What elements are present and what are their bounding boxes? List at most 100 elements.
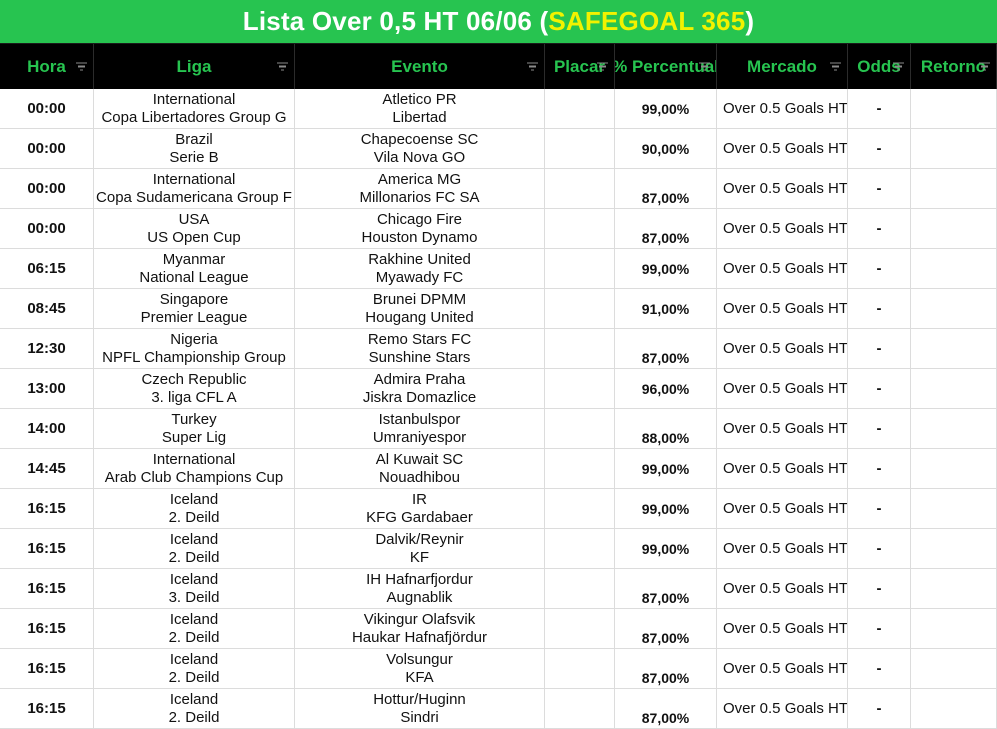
column-header-liga[interactable]: Liga <box>94 44 295 89</box>
cell-hora[interactable]: 16:15 <box>0 529 94 568</box>
cell-percentual[interactable]: 99,00% <box>615 249 717 288</box>
cell-hora[interactable]: 16:15 <box>0 489 94 528</box>
cell-mercado[interactable]: Over 0.5 Goals HT <box>717 209 848 248</box>
cell-liga[interactable]: International Arab Club Champions Cup <box>94 449 295 488</box>
cell-placar[interactable] <box>545 529 615 568</box>
filter-icon[interactable] <box>597 62 608 71</box>
cell-evento[interactable]: Admira Praha Jiskra Domazlice <box>295 369 545 408</box>
cell-percentual[interactable]: 91,00% <box>615 289 717 328</box>
cell-percentual[interactable]: 87,00% <box>615 649 717 688</box>
cell-mercado[interactable]: Over 0.5 Goals HT <box>717 529 848 568</box>
cell-mercado[interactable]: Over 0.5 Goals HT <box>717 289 848 328</box>
cell-mercado[interactable]: Over 0.5 Goals HT <box>717 489 848 528</box>
cell-liga[interactable]: Singapore Premier League <box>94 289 295 328</box>
cell-placar[interactable] <box>545 249 615 288</box>
column-header-evento[interactable]: Evento <box>295 44 545 89</box>
cell-hora[interactable]: 13:00 <box>0 369 94 408</box>
cell-odds[interactable]: - <box>848 369 911 408</box>
cell-retorno[interactable] <box>911 569 997 608</box>
cell-percentual[interactable]: 99,00% <box>615 529 717 568</box>
cell-retorno[interactable] <box>911 209 997 248</box>
cell-placar[interactable] <box>545 369 615 408</box>
filter-icon[interactable] <box>893 62 904 71</box>
cell-percentual[interactable]: 87,00% <box>615 689 717 728</box>
cell-odds[interactable]: - <box>848 169 911 208</box>
cell-hora[interactable]: 16:15 <box>0 569 94 608</box>
cell-retorno[interactable] <box>911 89 997 128</box>
cell-placar[interactable] <box>545 209 615 248</box>
cell-placar[interactable] <box>545 569 615 608</box>
cell-placar[interactable] <box>545 169 615 208</box>
cell-hora[interactable]: 00:00 <box>0 209 94 248</box>
cell-odds[interactable]: - <box>848 489 911 528</box>
cell-hora[interactable]: 00:00 <box>0 169 94 208</box>
column-header-placar[interactable]: Placar <box>545 44 615 89</box>
cell-evento[interactable]: Chapecoense SC Vila Nova GO <box>295 129 545 168</box>
cell-mercado[interactable]: Over 0.5 Goals HT <box>717 449 848 488</box>
cell-percentual[interactable]: 87,00% <box>615 609 717 648</box>
cell-hora[interactable]: 00:00 <box>0 129 94 168</box>
cell-retorno[interactable] <box>911 169 997 208</box>
cell-hora[interactable]: 16:15 <box>0 609 94 648</box>
cell-evento[interactable]: Istanbulspor Umraniyespor <box>295 409 545 448</box>
cell-mercado[interactable]: Over 0.5 Goals HT <box>717 369 848 408</box>
cell-retorno[interactable] <box>911 649 997 688</box>
cell-retorno[interactable] <box>911 289 997 328</box>
cell-odds[interactable]: - <box>848 529 911 568</box>
cell-hora[interactable]: 00:00 <box>0 89 94 128</box>
cell-evento[interactable]: Vikingur Olafsvik Haukar Hafnafjördur <box>295 609 545 648</box>
cell-placar[interactable] <box>545 689 615 728</box>
cell-evento[interactable]: Dalvik/Reynir KF <box>295 529 545 568</box>
cell-hora[interactable]: 12:30 <box>0 329 94 368</box>
cell-odds[interactable]: - <box>848 289 911 328</box>
cell-placar[interactable] <box>545 89 615 128</box>
cell-percentual[interactable]: 99,00% <box>615 449 717 488</box>
cell-placar[interactable] <box>545 489 615 528</box>
filter-icon[interactable] <box>527 62 538 71</box>
cell-placar[interactable] <box>545 129 615 168</box>
cell-hora[interactable]: 16:15 <box>0 649 94 688</box>
cell-liga[interactable]: USA US Open Cup <box>94 209 295 248</box>
cell-evento[interactable]: Atletico PR Libertad <box>295 89 545 128</box>
cell-evento[interactable]: Hottur/Huginn Sindri <box>295 689 545 728</box>
cell-retorno[interactable] <box>911 409 997 448</box>
cell-hora[interactable]: 14:45 <box>0 449 94 488</box>
cell-liga[interactable]: Brazil Serie B <box>94 129 295 168</box>
cell-evento[interactable]: Remo Stars FC Sunshine Stars <box>295 329 545 368</box>
cell-liga[interactable]: Iceland 3. Deild <box>94 569 295 608</box>
cell-hora[interactable]: 16:15 <box>0 689 94 728</box>
cell-odds[interactable]: - <box>848 249 911 288</box>
cell-mercado[interactable]: Over 0.5 Goals HT <box>717 649 848 688</box>
cell-retorno[interactable] <box>911 689 997 728</box>
cell-placar[interactable] <box>545 609 615 648</box>
cell-hora[interactable]: 08:45 <box>0 289 94 328</box>
column-header-retorno[interactable]: Retorno <box>911 44 997 89</box>
cell-percentual[interactable]: 99,00% <box>615 89 717 128</box>
cell-retorno[interactable] <box>911 489 997 528</box>
column-header-hora[interactable]: Hora <box>0 44 94 89</box>
cell-liga[interactable]: Nigeria NPFL Championship Group <box>94 329 295 368</box>
cell-placar[interactable] <box>545 649 615 688</box>
cell-mercado[interactable]: Over 0.5 Goals HT <box>717 129 848 168</box>
filter-icon[interactable] <box>979 62 990 71</box>
cell-odds[interactable]: - <box>848 449 911 488</box>
cell-retorno[interactable] <box>911 329 997 368</box>
cell-odds[interactable]: - <box>848 609 911 648</box>
cell-mercado[interactable]: Over 0.5 Goals HT <box>717 569 848 608</box>
cell-evento[interactable]: Al Kuwait SC Nouadhibou <box>295 449 545 488</box>
cell-mercado[interactable]: Over 0.5 Goals HT <box>717 409 848 448</box>
filter-icon[interactable] <box>76 62 87 71</box>
cell-evento[interactable]: Rakhine United Myawady FC <box>295 249 545 288</box>
filter-icon[interactable] <box>699 62 710 71</box>
column-header-mercado[interactable]: Mercado <box>717 44 848 89</box>
cell-liga[interactable]: International Copa Sudamericana Group F <box>94 169 295 208</box>
cell-odds[interactable]: - <box>848 569 911 608</box>
cell-placar[interactable] <box>545 289 615 328</box>
cell-odds[interactable]: - <box>848 89 911 128</box>
cell-evento[interactable]: IH Hafnarfjordur Augnablik <box>295 569 545 608</box>
cell-mercado[interactable]: Over 0.5 Goals HT <box>717 89 848 128</box>
cell-odds[interactable]: - <box>848 329 911 368</box>
cell-retorno[interactable] <box>911 369 997 408</box>
cell-mercado[interactable]: Over 0.5 Goals HT <box>717 329 848 368</box>
cell-placar[interactable] <box>545 409 615 448</box>
